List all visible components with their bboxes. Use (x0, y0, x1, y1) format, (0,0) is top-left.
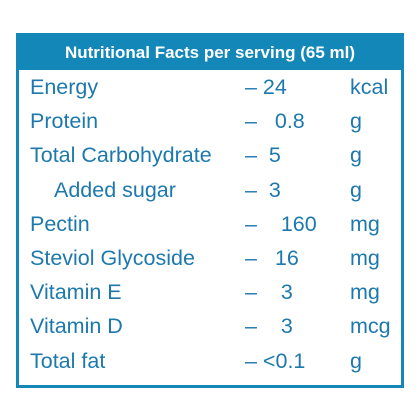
nutrient-list: Energy – 24 kcal Protein – 0.8 g Total C… (19, 70, 401, 378)
nutrient-name: Protein (30, 109, 99, 134)
nutrient-row-total-fat: Total fat – <0.1 g (19, 344, 401, 378)
nutrient-value: – 5 (245, 143, 281, 168)
nutrient-value: – 0.8 (245, 109, 305, 134)
nutrient-row-energy: Energy – 24 kcal (19, 70, 401, 104)
nutrient-name: Vitamin D (30, 314, 123, 339)
nutrient-value: – 3 (245, 314, 293, 339)
nutrient-name: Energy (30, 75, 99, 99)
nutrient-row-vitamin-e: Vitamin E – 3 mg (19, 275, 401, 309)
nutrient-row-added-sugar: Added sugar – 3 g (19, 173, 401, 207)
nutrient-value: – 24 (245, 75, 287, 99)
nutrient-row-protein: Protein – 0.8 g (19, 104, 401, 138)
nutrient-name: Total fat (30, 348, 106, 373)
nutrient-row-total-carbohydrate: Total Carbohydrate – 5 g (19, 138, 401, 172)
nutrient-value: – 3 (245, 177, 281, 202)
nutrient-unit: g (350, 348, 362, 373)
nutrient-name: Vitamin E (30, 280, 122, 305)
nutrient-value: – 160 (245, 211, 317, 236)
nutrient-value: – 3 (245, 280, 293, 305)
nutrient-unit: g (350, 109, 362, 134)
nutrition-facts-header: Nutritional Facts per serving (65 ml) (19, 36, 401, 70)
nutrient-unit: mg (350, 245, 380, 270)
nutrition-facts-panel: Nutritional Facts per serving (65 ml) En… (16, 33, 404, 388)
nutrient-row-pectin: Pectin – 160 mg (19, 207, 401, 241)
nutrient-name: Added sugar (54, 177, 176, 202)
nutrient-value: – <0.1 (245, 348, 306, 373)
nutrient-unit: kcal (350, 75, 389, 99)
nutrient-unit: g (350, 177, 362, 202)
nutrient-name: Pectin (30, 211, 90, 236)
nutrient-unit: g (350, 143, 362, 168)
nutrient-name: Steviol Glycoside (30, 245, 195, 270)
nutrient-row-vitamin-d: Vitamin D – 3 mcg (19, 309, 401, 343)
nutrient-name: Total Carbohydrate (30, 143, 212, 168)
nutrient-value: – 16 (245, 245, 299, 270)
nutrient-row-steviol-glycoside: Steviol Glycoside – 16 mg (19, 241, 401, 275)
nutrient-unit: mg (350, 211, 380, 236)
nutrient-unit: mg (350, 280, 380, 305)
nutrient-unit: mcg (350, 314, 391, 339)
